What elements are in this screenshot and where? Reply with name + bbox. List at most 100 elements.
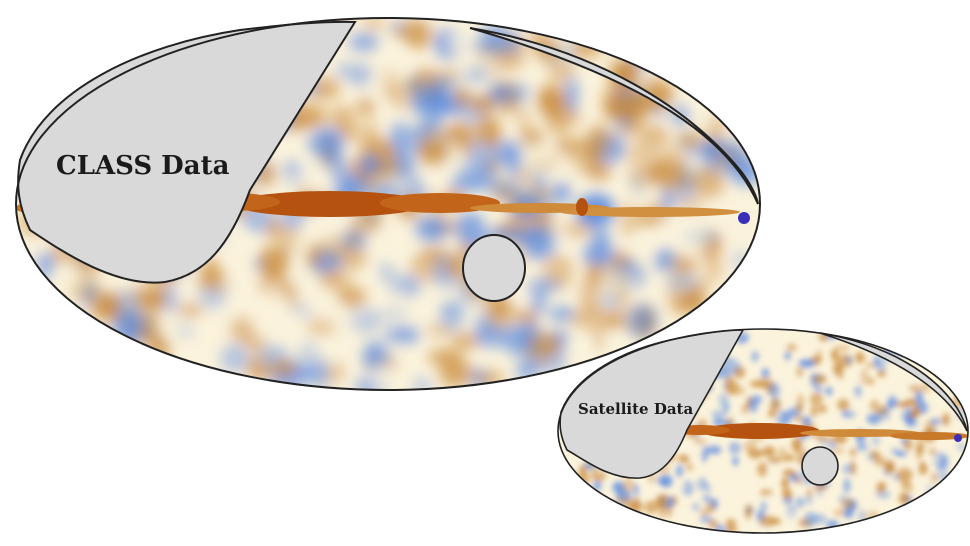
noise-blob [764, 345, 780, 353]
noise-blob [504, 140, 524, 177]
noise-blob [858, 447, 873, 464]
noise-blob [155, 314, 188, 338]
noise-blob [447, 32, 462, 52]
noise-blob [453, 87, 470, 107]
noise-blob [750, 350, 760, 363]
noise-blob [741, 404, 748, 416]
noise-blob [348, 215, 362, 249]
noise-blob [834, 344, 850, 352]
noise-blob [782, 497, 794, 505]
noise-blob [529, 184, 553, 204]
noise-blob [816, 489, 823, 498]
satellite-map-galactic-plane [670, 423, 968, 440]
noise-blob [941, 413, 951, 427]
noise-blob [392, 19, 405, 34]
noise-blob [439, 359, 473, 388]
noise-blob [697, 499, 707, 511]
noise-blob [708, 519, 718, 529]
noise-blob [488, 179, 523, 198]
noise-blob [380, 262, 393, 282]
noise-blob [475, 308, 491, 341]
noise-blob [469, 137, 485, 162]
noise-blob [894, 405, 906, 418]
noise-blob [272, 360, 296, 377]
noise-blob [583, 162, 612, 180]
noise-blob [767, 457, 782, 464]
noise-blob [514, 309, 538, 324]
noise-blob [897, 416, 904, 430]
noise-blob [658, 502, 666, 519]
noise-blob [635, 240, 652, 265]
noise-blob [578, 464, 587, 477]
noise-blob [228, 281, 244, 316]
noise-blob [809, 392, 823, 406]
noise-blob [784, 351, 791, 361]
noise-blob [451, 332, 480, 350]
noise-blob [295, 268, 312, 301]
noise-blob [312, 358, 330, 390]
noise-blob [525, 142, 553, 176]
noise-blob [389, 122, 411, 156]
noise-blob [887, 395, 899, 408]
noise-blob [622, 477, 635, 493]
noise-blob [197, 284, 229, 309]
noise-blob [656, 476, 668, 486]
noise-blob [685, 463, 694, 471]
noise-blob [470, 94, 496, 113]
noise-blob [762, 446, 776, 457]
noise-blob [795, 476, 803, 485]
noise-blob [580, 302, 606, 317]
noise-blob [869, 399, 880, 413]
noise-blob [854, 351, 866, 363]
noise-blob [922, 477, 931, 490]
noise-blob [305, 317, 338, 337]
noise-blob [338, 286, 366, 308]
noise-blob [612, 481, 625, 494]
noise-blob [837, 398, 850, 411]
satellite-map-outline [557, 328, 969, 534]
noise-blob [764, 492, 771, 507]
satellite-map-circular-mask [801, 446, 839, 486]
noise-blob [412, 85, 446, 119]
noise-blob [318, 235, 349, 261]
noise-blob [539, 333, 561, 357]
noise-blob [956, 442, 966, 452]
noise-blob [667, 253, 690, 280]
noise-blob [915, 448, 923, 461]
noise-blob [818, 405, 827, 413]
noise-blob [675, 291, 706, 314]
noise-blob [625, 304, 657, 340]
noise-blob [867, 436, 876, 446]
noise-blob [284, 282, 299, 310]
noise-blob [661, 185, 675, 214]
noise-blob [321, 266, 353, 293]
noise-blob [464, 66, 490, 83]
noise-blob [200, 258, 222, 288]
noise-blob [849, 448, 857, 457]
noise-blob [295, 343, 309, 370]
noise-blob [748, 399, 759, 413]
noise-blob [162, 282, 178, 316]
noise-blob [798, 358, 815, 368]
noise-blob [690, 166, 725, 199]
noise-blob [871, 497, 882, 506]
noise-blob [357, 97, 375, 116]
noise-blob [730, 385, 746, 395]
noise-blob [843, 507, 854, 519]
noise-blob [931, 472, 938, 484]
noise-blob [488, 83, 507, 102]
noise-blob [757, 462, 768, 477]
noise-blob [593, 480, 602, 491]
noise-blob [371, 158, 399, 180]
noise-blob [708, 479, 720, 488]
noise-blob [676, 464, 684, 478]
noise-blob [403, 19, 433, 49]
noise-blob [688, 445, 703, 459]
noise-blob [849, 401, 862, 418]
noise-blob [420, 246, 451, 260]
class-map-right-mask [469, 27, 759, 205]
noise-blob [903, 437, 913, 452]
noise-blob [259, 244, 290, 278]
noise-blob [644, 500, 659, 514]
